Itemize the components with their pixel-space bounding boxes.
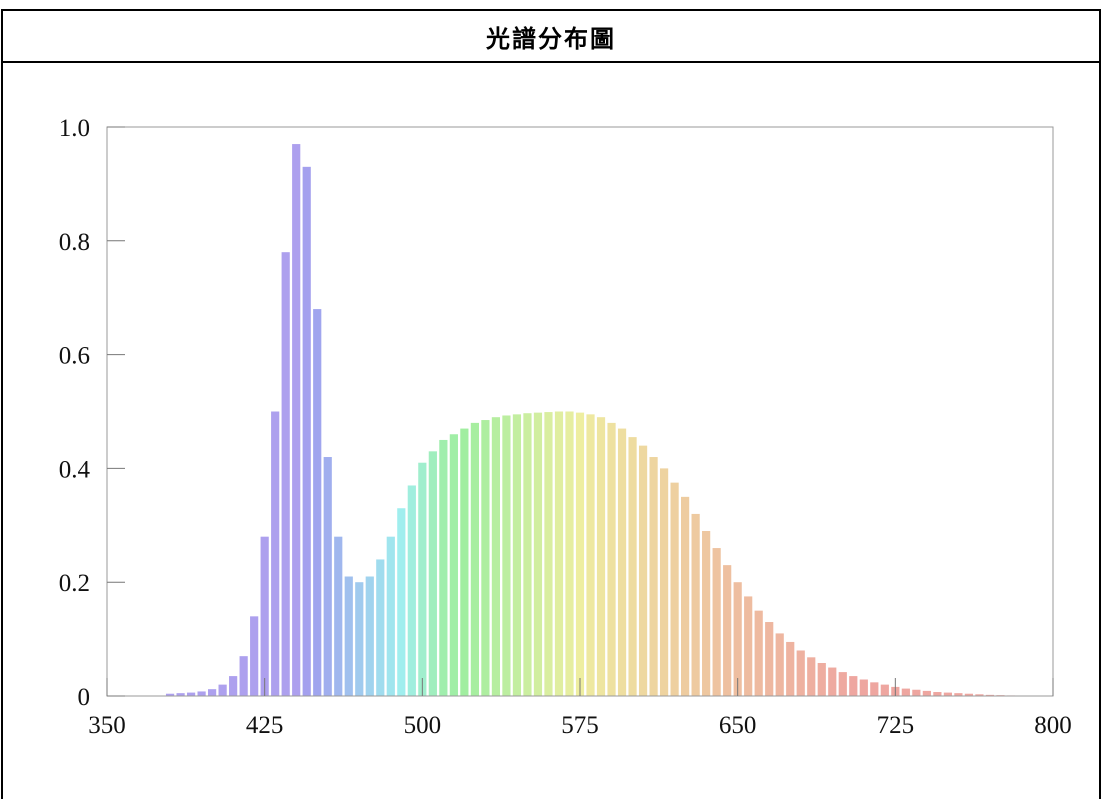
spectrum-bar (365, 576, 374, 696)
spectrum-bar (376, 559, 385, 696)
spectrum-bar (849, 676, 858, 696)
spectrum-bar (271, 411, 280, 696)
spectrum-bar (765, 622, 774, 696)
spectrum-bar (922, 690, 931, 696)
spectrum-bar (628, 437, 637, 696)
spectrum-bar (460, 428, 469, 696)
x-tick-label: 725 (877, 712, 915, 739)
y-tick-label: 0 (78, 684, 91, 711)
spectrum-bar (176, 693, 185, 696)
spectrum-bar (975, 694, 984, 696)
spectrum-bar (554, 411, 564, 696)
spectrum-bar (859, 679, 868, 696)
spectrum-bar (775, 633, 784, 696)
spectrum-bar (870, 682, 879, 696)
spectrum-bar (260, 536, 269, 696)
spectrum-bar (733, 582, 742, 696)
spectrum-bar (964, 693, 974, 696)
spectrum-bar (954, 693, 963, 696)
spectrum-bar (292, 144, 301, 696)
spectrum-bar (186, 692, 196, 696)
spectrum-bar (449, 434, 458, 696)
x-tick-label: 575 (561, 712, 599, 739)
spectrum-bar (512, 414, 522, 696)
spectrum-bar (334, 536, 343, 696)
spectrum-bar (754, 610, 763, 696)
y-tick-label: 0.2 (59, 570, 90, 597)
spectrum-bar (796, 650, 805, 696)
spectrum-bar (575, 412, 585, 696)
spectrum-bar (250, 616, 259, 696)
spectrum-bar (838, 672, 847, 696)
spectrum-bar (439, 439, 448, 696)
spectrum-bar (502, 415, 511, 696)
spectrum-bar (397, 508, 406, 696)
bars-group (165, 144, 1016, 697)
spectrum-bar (523, 413, 532, 696)
spectrum-bar (786, 641, 795, 696)
x-tick-label: 350 (88, 712, 126, 739)
spectrum-bar (943, 692, 952, 696)
spectrum-bar (817, 663, 826, 696)
spectrum-bar (691, 513, 700, 696)
spectrum-bar (428, 451, 437, 696)
spectrum-bar (985, 694, 995, 696)
spectrum-bar (491, 417, 501, 696)
spectrum-bar (239, 656, 248, 696)
y-tick-label: 1.0 (59, 115, 90, 142)
spectrum-bar (481, 420, 490, 696)
spectrum-bar (407, 485, 416, 696)
spectrum-bar (281, 252, 290, 696)
spectrum-bar (586, 414, 595, 696)
spectrum-bar (197, 691, 206, 696)
spectrum-bar (470, 422, 479, 696)
spectrum-bar (681, 496, 690, 696)
spectrum-bar (386, 536, 395, 696)
spectrum-bar (229, 676, 238, 696)
spectrum-bar (702, 530, 711, 696)
spectrum-bar (712, 548, 721, 696)
x-tick-label: 500 (404, 712, 442, 739)
spectrum-bar (807, 657, 816, 696)
chart-frame: 光譜分布圖 (1, 9, 1101, 799)
y-tick-label: 0.4 (59, 456, 91, 483)
spectrum-bar (659, 468, 669, 696)
spectrum-bar (901, 688, 910, 696)
spectrum-bar (933, 692, 942, 696)
spectrum-bar (323, 457, 332, 696)
spectrum-bar (533, 412, 543, 696)
spectrum-bar (649, 457, 658, 696)
y-tick-label: 0.6 (59, 343, 90, 370)
spectrum-bar (218, 684, 227, 696)
spectrum-bar (617, 428, 627, 696)
spectrum-bar (344, 576, 353, 696)
spectrum-bar (670, 482, 679, 697)
x-tick-label: 425 (246, 712, 284, 739)
spectrum-bar (355, 582, 364, 696)
spectrum-bar (912, 689, 921, 696)
x-tick-label: 650 (719, 712, 757, 739)
spectrum-bar (880, 684, 889, 696)
spectrum-bar (418, 462, 427, 696)
y-tick-label: 0.8 (59, 229, 90, 256)
spectrum-bar (607, 422, 616, 696)
spectrum-bar (565, 411, 574, 696)
spectrum-bar (638, 445, 648, 696)
spectrum-bar (313, 309, 322, 696)
spectrum-bar (544, 412, 553, 696)
spectrum-bar (723, 565, 732, 696)
spectrum-bar (208, 689, 217, 696)
spectrum-bar (744, 596, 753, 696)
x-tick-label: 800 (1034, 712, 1072, 739)
spectrum-bar (596, 417, 606, 696)
axes-group: 350 425 500 575 650 725 800 0 0.2 0.4 0.6 0.8 1.0 (59, 115, 1072, 739)
spectrum-bar (828, 667, 837, 696)
spectrum-bar (165, 693, 175, 696)
spectrum-bar (302, 166, 311, 696)
chart-title: 光譜分布圖 (3, 11, 1099, 63)
